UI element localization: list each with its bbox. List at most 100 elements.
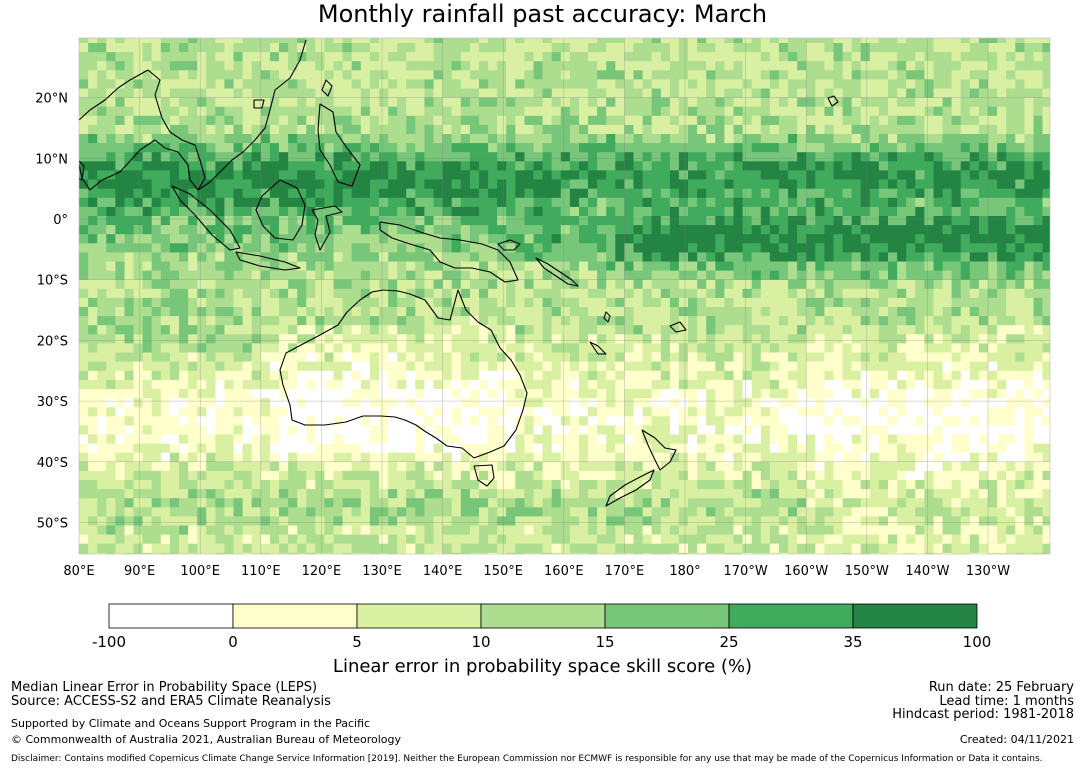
skill-cell (97, 243, 107, 253)
skill-cell (824, 188, 834, 199)
skill-cell (942, 97, 953, 108)
skill-cell (806, 152, 816, 162)
skill-cell (688, 316, 698, 326)
skill-cell (778, 38, 789, 44)
skill-cell (179, 370, 189, 381)
skill-cell (269, 316, 280, 326)
skill-cell (1015, 134, 1025, 144)
skill-cell (806, 179, 816, 189)
skill-cell (506, 225, 516, 235)
skill-cell (751, 252, 762, 262)
skill-cell (960, 379, 971, 390)
skill-cell (797, 252, 807, 262)
skill-cell (288, 161, 298, 171)
skill-cell (188, 443, 198, 454)
skill-cell (978, 297, 989, 308)
skill-cell (960, 361, 971, 372)
skill-cell (660, 261, 671, 271)
skill-cell (869, 188, 880, 199)
skill-cell (560, 106, 571, 117)
skill-cell (179, 124, 189, 135)
skill-cell (933, 106, 943, 117)
skill-cell (288, 316, 298, 326)
skill-cell (733, 452, 743, 463)
skill-cell (215, 52, 225, 62)
skill-cell (533, 206, 543, 217)
skill-cell (424, 325, 434, 335)
skill-cell (133, 52, 143, 62)
skill-cell (715, 152, 725, 162)
skill-cell (242, 115, 253, 126)
skill-cell (397, 97, 407, 108)
skill-cell (379, 124, 389, 135)
skill-cell (533, 434, 543, 444)
skill-cell (451, 443, 462, 454)
skill-cell (142, 443, 153, 454)
skill-cell (115, 70, 125, 80)
skill-cell (333, 370, 343, 381)
skill-cell (260, 225, 271, 235)
skill-cell (906, 307, 916, 317)
skill-cell (106, 225, 116, 235)
skill-cell (1042, 352, 1050, 362)
skill-cell (424, 152, 434, 162)
skill-cell (469, 325, 480, 335)
skill-cell (888, 288, 898, 299)
skill-cell (751, 416, 762, 426)
skill-cell (642, 225, 653, 235)
skill-cell (215, 343, 225, 353)
skill-cell (360, 334, 371, 344)
skill-cell (469, 61, 480, 71)
skill-cell (342, 443, 353, 454)
skill-cell (951, 106, 962, 117)
skill-cell (642, 316, 653, 326)
skill-cell (588, 188, 598, 199)
skill-cell (806, 261, 816, 271)
skill-cell (815, 443, 825, 454)
skill-cell (842, 270, 853, 281)
skill-cell (815, 425, 825, 435)
skill-cell (297, 216, 307, 226)
skill-cell (442, 370, 453, 381)
skill-cell (888, 179, 898, 189)
skill-cell (660, 97, 671, 108)
skill-cell (897, 124, 907, 135)
skill-cell (588, 407, 598, 417)
skill-cell (651, 288, 662, 299)
skill-cell (688, 407, 698, 417)
skill-cell (424, 170, 434, 180)
skill-cell (615, 115, 625, 126)
skill-cell (397, 170, 407, 180)
skill-cell (851, 425, 862, 435)
skill-score-map: 20°N10°N0°10°S20°S30°S40°S50°S 80°E 90°E 1… (35, 37, 1051, 650)
skill-cell (1024, 197, 1034, 208)
skill-cell (379, 170, 389, 180)
skill-cell (251, 352, 262, 362)
skill-cell (306, 416, 316, 426)
skill-cell (869, 115, 880, 126)
skill-cell (315, 361, 325, 372)
skill-cell (633, 197, 643, 208)
skill-cell (469, 216, 480, 226)
skill-cell (624, 179, 634, 189)
skill-cell (224, 52, 234, 62)
skill-cell (660, 370, 671, 381)
skill-cell (742, 97, 753, 108)
skill-cell (469, 416, 480, 426)
skill-cell (669, 43, 680, 53)
skill-cell (269, 97, 280, 108)
skill-cell (451, 343, 462, 353)
skill-cell (651, 188, 662, 199)
skill-cell (769, 361, 780, 372)
skill-cell (888, 407, 898, 417)
skill-cell (869, 38, 880, 44)
skill-cell (697, 270, 707, 281)
skill-cell (860, 170, 871, 180)
skill-cell (515, 79, 525, 89)
skill-cell (742, 416, 753, 426)
skill-cell (969, 197, 980, 208)
skill-cell (79, 288, 89, 299)
skill-cell (451, 79, 462, 89)
skill-cell (351, 352, 362, 362)
skill-cell (1033, 97, 1043, 108)
